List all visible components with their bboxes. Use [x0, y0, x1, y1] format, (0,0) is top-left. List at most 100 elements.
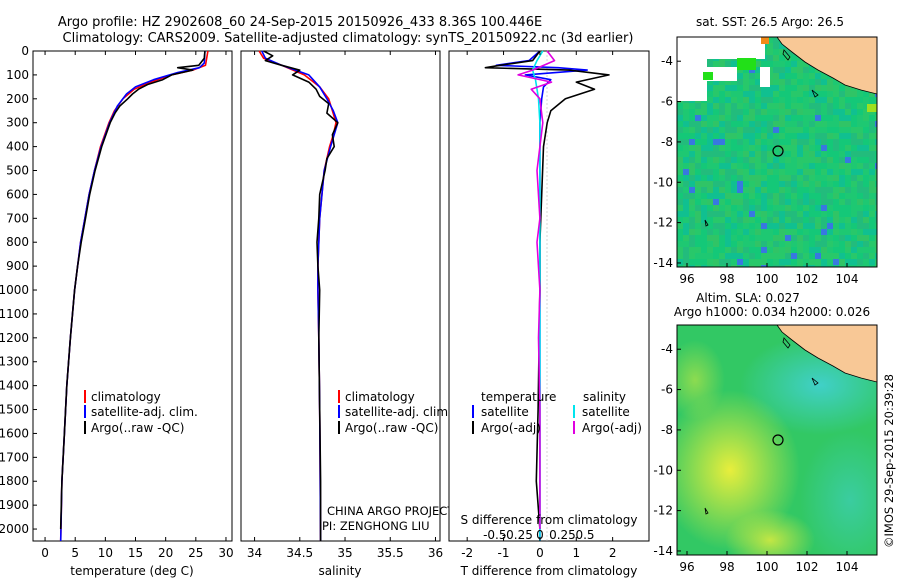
sla-map-tick-labels: 96 98 100 102 104 -4 -6 -8 -10 -12 -14 — [653, 342, 858, 574]
sst-cell — [761, 127, 767, 133]
sst-cell — [875, 187, 877, 193]
s-difference-tick-labels: -0.5-0.25 0 0.25 0.5 — [483, 528, 594, 542]
sst-cell — [737, 259, 743, 265]
sst-cell — [767, 169, 773, 175]
sst-cell — [797, 115, 803, 121]
sst-cell — [821, 169, 827, 175]
depth-tick-label: 1800 — [0, 474, 29, 488]
sst-cell — [689, 139, 695, 145]
sst-cell — [779, 127, 785, 133]
sst-cell — [725, 193, 731, 199]
series-line-s-satellite — [531, 50, 544, 541]
sst-cell — [863, 175, 869, 181]
sst-cell — [815, 205, 821, 211]
sst-cell — [755, 91, 761, 97]
sst-cell — [743, 121, 749, 127]
sst-cell — [803, 85, 809, 91]
sst-cell — [731, 103, 737, 109]
sst-cell — [803, 151, 809, 157]
sst-cell — [785, 55, 791, 61]
argo-position-marker — [772, 434, 784, 446]
sst-cell — [773, 37, 779, 43]
map-y-tick-label: -4 — [661, 342, 673, 356]
sst-cell — [827, 91, 833, 97]
sst-cell — [677, 169, 683, 175]
sst-cell — [719, 133, 725, 139]
sst-cell — [863, 187, 869, 193]
sst-cell — [791, 133, 797, 139]
sst-cell — [779, 205, 785, 211]
sst-cell — [743, 115, 749, 121]
sst-cell — [683, 103, 689, 109]
sst-cell — [719, 115, 725, 121]
sst-cell — [839, 145, 845, 151]
sst-cell — [695, 133, 701, 139]
sst-cell — [839, 97, 845, 103]
depth-tick-label: 500 — [6, 164, 29, 178]
sst-cell — [851, 181, 857, 187]
sst-cell — [773, 43, 779, 49]
sst-cell — [731, 253, 737, 259]
sst-cell — [833, 157, 839, 163]
sst-cell — [725, 229, 731, 235]
sst-cell — [827, 265, 833, 267]
sst-cell — [833, 109, 839, 115]
sst-cell — [737, 211, 743, 217]
sst-cell — [863, 241, 869, 247]
sst-cell — [791, 67, 797, 73]
sst-cell — [809, 253, 815, 259]
sst-cell — [797, 97, 803, 103]
sst-cell — [815, 85, 821, 91]
sst-cell — [767, 241, 773, 247]
sst-cell — [791, 259, 797, 265]
sst-cell — [779, 217, 785, 223]
sst-cell — [755, 199, 761, 205]
sst-cell — [821, 145, 827, 151]
sst-cell — [755, 181, 761, 187]
sst-cell — [875, 265, 877, 267]
sst-cell — [815, 103, 821, 109]
sst-cell — [725, 205, 731, 211]
sst-cell — [689, 253, 695, 259]
x-tick-label: 34 — [247, 546, 262, 560]
sst-cell — [743, 181, 749, 187]
depth-tick-label: 2000 — [0, 522, 29, 536]
sst-cell — [803, 211, 809, 217]
legend-label-s-argo: Argo(-adj) — [582, 421, 642, 435]
sst-cell — [755, 67, 761, 73]
sst-cell — [701, 259, 707, 265]
temperature-series — [59, 50, 209, 542]
title-line-2: Climatology: CARS2009. Satellite-adjuste… — [63, 31, 634, 46]
sst-cell — [683, 253, 689, 259]
sst-cell — [869, 193, 875, 199]
sst-cell — [791, 127, 797, 133]
sst-cell — [821, 259, 827, 265]
sst-cell — [803, 91, 809, 97]
sst-cell — [707, 163, 713, 169]
sst-cell — [857, 205, 863, 211]
sst-cell — [833, 97, 839, 103]
sst-cell — [749, 193, 755, 199]
sst-cell — [743, 73, 749, 79]
sst-cell — [731, 91, 737, 97]
sst-cell — [875, 241, 877, 247]
sst-cell — [719, 157, 725, 163]
sst-cell — [761, 151, 767, 157]
sst-cell — [845, 151, 851, 157]
sst-cell — [689, 145, 695, 151]
sst-cell — [749, 241, 755, 247]
sst-cell — [851, 211, 857, 217]
island-coast — [704, 49, 819, 227]
sst-cell — [773, 109, 779, 115]
sst-cell — [725, 85, 731, 91]
sst-cell — [833, 115, 839, 121]
sst-cell — [797, 139, 803, 145]
sst-cell — [719, 187, 725, 193]
sst-cell — [725, 61, 731, 67]
sst-cell — [749, 199, 755, 205]
sst-cell — [695, 199, 701, 205]
sst-cell — [785, 85, 791, 91]
sst-cell — [677, 181, 683, 187]
sst-cell — [725, 157, 731, 163]
sst-cell — [821, 241, 827, 247]
